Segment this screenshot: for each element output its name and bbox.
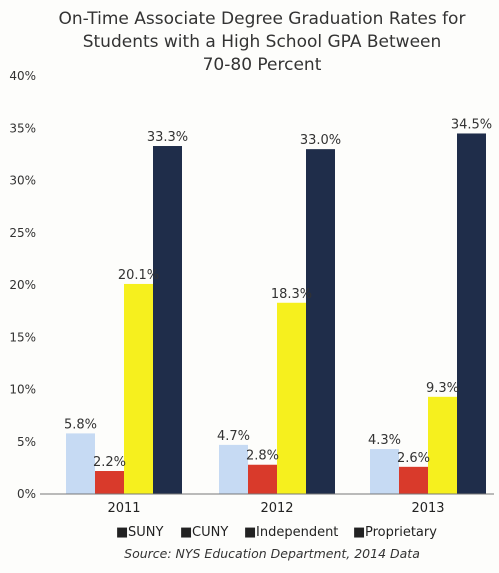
y-tick-label: 30% (9, 174, 36, 188)
data-label-suny-2013: 4.3% (368, 433, 401, 448)
x-category-label-2012: 2012 (260, 501, 293, 516)
data-label-suny-2011: 5.8% (64, 417, 97, 432)
bar-proprietary-2013 (457, 133, 486, 494)
bar-independent-2012 (277, 302, 306, 494)
data-labels: 5.8% 2.2% 20.1% 33.3% 4.7% 2.8% 18.3% 33.0% 4.3%… (64, 117, 492, 470)
legend: ■ SUNY ■ CUNY ■ Independent ■ Proprietary (116, 525, 437, 540)
bar-cuny-2013 (399, 466, 428, 494)
legend-swatch-independent: ■ (244, 525, 256, 540)
legend-label-cuny: CUNY (192, 525, 228, 540)
data-label-proprietary-2011: 33.3% (147, 130, 188, 145)
bar-suny-2011 (66, 433, 95, 494)
data-label-proprietary-2012: 33.0% (300, 133, 341, 148)
y-tick-label: 35% (9, 121, 36, 135)
y-tick-label: 40% (9, 69, 36, 83)
bar-cuny-2011 (95, 471, 124, 494)
legend-label-proprietary: Proprietary (365, 525, 437, 540)
data-label-suny-2012: 4.7% (217, 429, 250, 444)
data-label-proprietary-2013: 34.5% (451, 117, 492, 132)
x-axis-category-labels: 2011 2012 2013 (107, 501, 444, 516)
bars (66, 133, 486, 494)
legend-swatch-proprietary: ■ (353, 525, 365, 540)
bar-proprietary-2012 (306, 149, 335, 494)
y-tick-label: 0% (17, 487, 36, 501)
chart-title: On-Time Associate Degree Graduation Rate… (59, 9, 466, 75)
bar-suny-2013 (370, 449, 399, 494)
legend-label-suny: SUNY (128, 525, 163, 540)
y-tick-label: 15% (9, 330, 36, 344)
bar-cuny-2012 (248, 464, 277, 494)
data-label-independent-2013: 9.3% (426, 381, 459, 396)
x-category-label-2011: 2011 (107, 501, 140, 516)
bar-suny-2012 (219, 444, 248, 494)
legend-swatch-cuny: ■ (180, 525, 192, 540)
y-tick-label: 5% (17, 435, 36, 449)
y-tick-label: 25% (9, 226, 36, 240)
data-label-cuny-2013: 2.6% (397, 451, 430, 466)
data-label-independent-2012: 18.3% (271, 287, 312, 302)
bar-proprietary-2011 (153, 146, 182, 494)
legend-swatch-suny: ■ (116, 525, 128, 540)
y-tick-label: 10% (9, 383, 36, 397)
bar-independent-2011 (124, 283, 153, 494)
data-label-cuny-2012: 2.8% (246, 449, 279, 464)
y-axis-tick-labels: 0% 5% 10% 15% 20% 25% 30% 35% 40% (9, 69, 36, 501)
data-label-cuny-2011: 2.2% (93, 455, 126, 470)
chart-title-line-1: On-Time Associate Degree Graduation Rate… (59, 9, 466, 29)
chart-title-line-3: 70-80 Percent (203, 55, 322, 75)
source-note: Source: NYS Education Department, 2014 D… (124, 546, 420, 561)
y-tick-label: 20% (9, 278, 36, 292)
legend-label-independent: Independent (256, 525, 338, 540)
data-label-independent-2011: 20.1% (118, 268, 159, 283)
bar-independent-2013 (428, 396, 457, 494)
x-category-label-2013: 2013 (411, 501, 444, 516)
chart-title-line-2: Students with a High School GPA Between (83, 32, 442, 52)
